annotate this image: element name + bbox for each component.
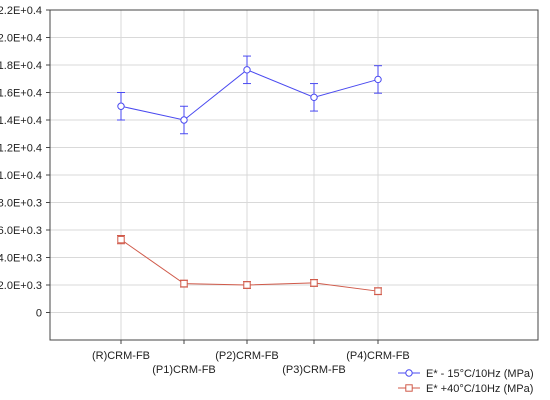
data-point	[310, 279, 318, 287]
y-tick-label: 1.8E+0.4	[0, 60, 42, 72]
x-tick-label: (P4)CRM-FB	[346, 350, 410, 362]
x-tick-label: (R)CRM-FB	[92, 350, 150, 362]
data-point	[374, 287, 382, 295]
data-point	[310, 93, 318, 102]
series	[117, 55, 382, 296]
legend-label: E* - 15°C/10Hz (MPa)	[426, 368, 534, 380]
y-tick-label: 1.0E+0.4	[0, 170, 42, 182]
y-tick-label: 1.4E+0.4	[0, 115, 42, 127]
legend-marker	[405, 369, 413, 377]
data-point	[243, 66, 251, 74]
y-tick-label: 1.6E+0.4	[0, 88, 42, 100]
y-tick-label: 8.0E+0.3	[0, 198, 42, 210]
y-tick-label: 2.0E+0.3	[0, 280, 42, 292]
series-1	[117, 55, 382, 135]
data-point	[243, 281, 251, 289]
series-line	[120, 69, 379, 121]
y-tick-labels: 0 2.0E+0.3 4.0E+0.3 6.0E+0.3 8.0E+0.3 1.0E+0.…	[0, 5, 42, 320]
y-tick-label: 4.0E+0.3	[0, 253, 42, 265]
data-point	[180, 279, 188, 288]
x-tick-label: (P1)CRM-FB	[152, 364, 216, 376]
y-tick-label: 1.2E+0.4	[0, 143, 42, 155]
data-point	[374, 75, 382, 84]
legend-marker	[405, 384, 413, 392]
x-tick-label: (P3)CRM-FB	[282, 364, 346, 376]
grid	[50, 9, 538, 340]
data-point	[180, 116, 188, 124]
y-tick-label: 2.2E+0.4	[0, 5, 42, 17]
y-tick-label: 2.0E+0.4	[0, 33, 42, 45]
y-tick-label: 6.0E+0.3	[0, 225, 42, 237]
x-tick-label: (P2)CRM-FB	[215, 350, 279, 362]
axes	[46, 9, 539, 344]
plot-frame	[49, 9, 539, 341]
legend-label: E* +40°C/10Hz (MPa)	[426, 383, 533, 395]
data-point	[117, 102, 125, 110]
legend: E* - 15°C/10Hz (MPa) E* +40°C/10Hz (MPa)	[398, 368, 534, 395]
y-tick-label: 0	[36, 308, 42, 320]
series-2	[117, 235, 382, 296]
data-point	[117, 235, 125, 244]
x-tick-labels: (R)CRM-FB(P1)CRM-FB (P2)CRM-FB(P3)CRM-FB(…	[92, 350, 410, 376]
